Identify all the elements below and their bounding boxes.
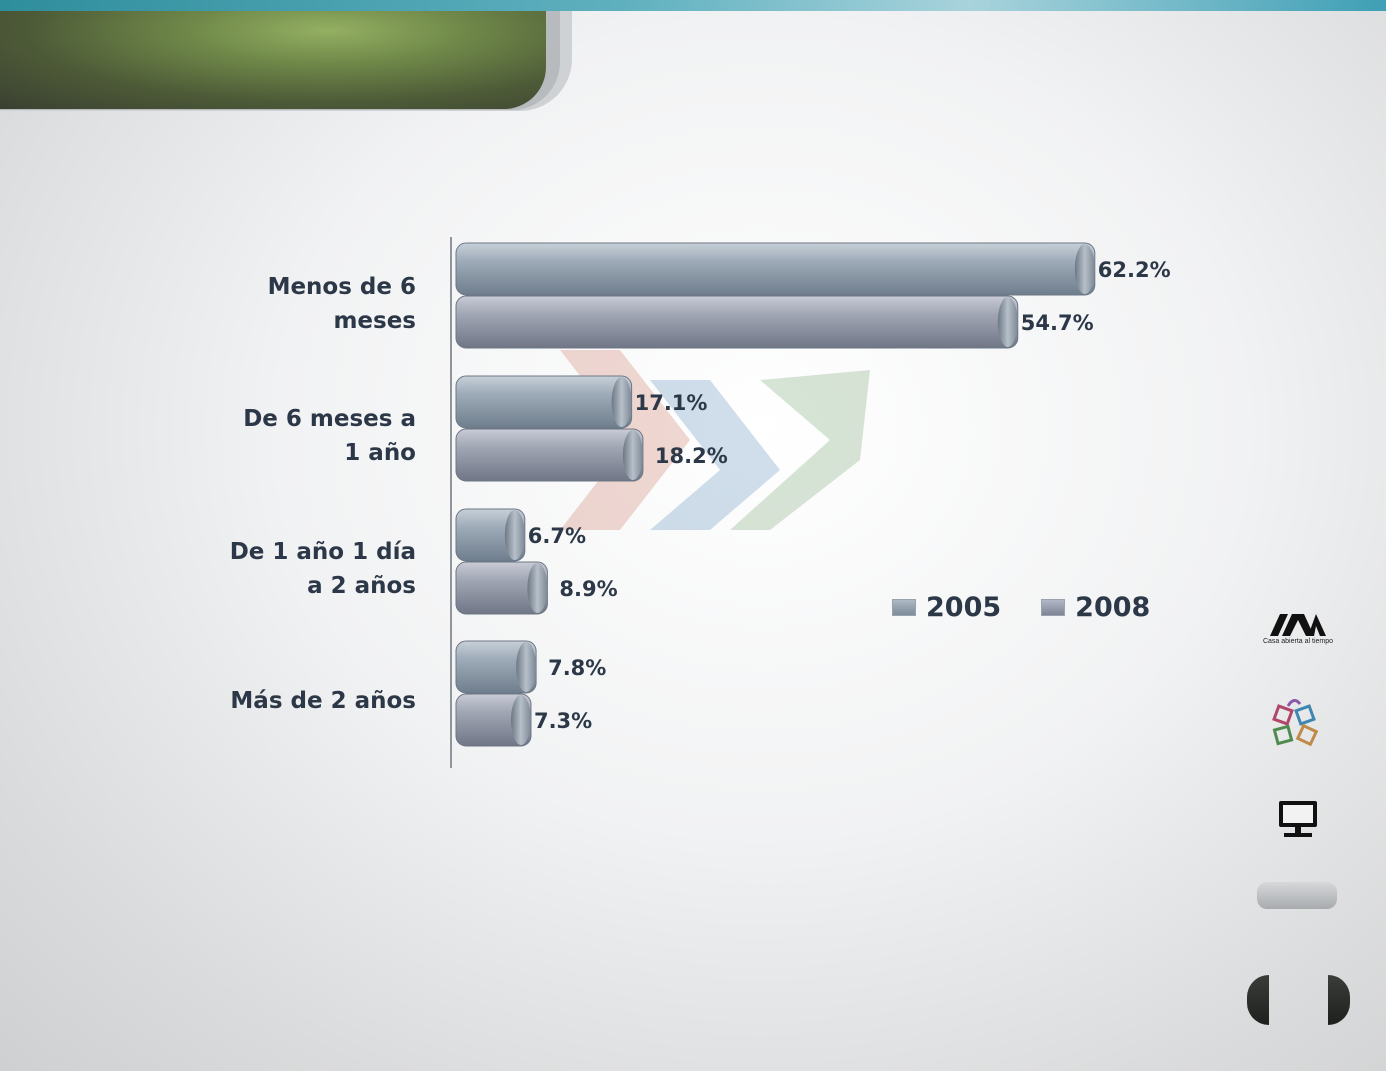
data-label-2008-3: 7.3%: [534, 709, 592, 733]
bar-2005-1: [455, 375, 633, 429]
category-label-2: De 1 año 1 día a 2 años: [229, 539, 416, 599]
bar-2005-2: [455, 508, 526, 562]
data-label-2005-3: 7.8%: [548, 656, 606, 680]
legend: 2005 2008: [892, 592, 1150, 623]
data-label-2008-2: 8.9%: [559, 577, 617, 601]
top-accent-bar: [0, 0, 1386, 11]
category-label-0: Menos de 6 meses: [267, 274, 416, 334]
bar-cap-2008-2: [527, 563, 548, 613]
next-slide-button[interactable]: [1328, 975, 1350, 1025]
category-label-3: Más de 2 años: [230, 688, 416, 714]
bar-cap-2005-1: [611, 377, 632, 427]
legend-item-2008: 2008: [1041, 592, 1150, 623]
bar-cap-2008-3: [510, 695, 531, 745]
bar-2008-1: [455, 428, 644, 482]
nav-menu-button[interactable]: [1257, 882, 1337, 909]
bar-cap-2005-3: [516, 642, 537, 692]
title-banner: [0, 11, 546, 109]
legend-swatch-2005: [892, 599, 916, 616]
uam-logo-icon[interactable]: [1268, 612, 1328, 638]
data-label-2008-0: 54.7%: [1021, 311, 1094, 335]
category-label-1: De 6 meses a 1 año: [243, 406, 416, 466]
data-label-2005-2: 6.7%: [528, 524, 586, 548]
previous-slide-button[interactable]: [1247, 975, 1269, 1025]
cubes-logo-icon[interactable]: [1270, 696, 1324, 748]
bar-2008-2: [455, 561, 548, 615]
uam-tagline: Casa abierta al tiempo: [1262, 638, 1334, 645]
bar-cap-2008-1: [622, 430, 643, 480]
legend-item-2005: 2005: [892, 592, 1001, 623]
data-label-2005-1: 17.1%: [635, 391, 708, 415]
data-label-2008-1: 18.2%: [655, 444, 728, 468]
legend-label-2005: 2005: [926, 592, 1002, 623]
bar-cap-2005-0: [1074, 244, 1095, 294]
monitor-icon[interactable]: [1278, 800, 1318, 838]
bar-2008-0: [455, 295, 1019, 349]
bar-2005-3: [455, 640, 537, 694]
bar-2005-0: [455, 242, 1096, 296]
bar-2008-3: [455, 693, 532, 747]
legend-swatch-2008: [1041, 599, 1066, 616]
bar-cap-2008-0: [997, 297, 1018, 347]
legend-label-2008: 2008: [1075, 592, 1151, 623]
data-label-2005-0: 62.2%: [1098, 258, 1171, 282]
bar-cap-2005-2: [504, 510, 525, 560]
